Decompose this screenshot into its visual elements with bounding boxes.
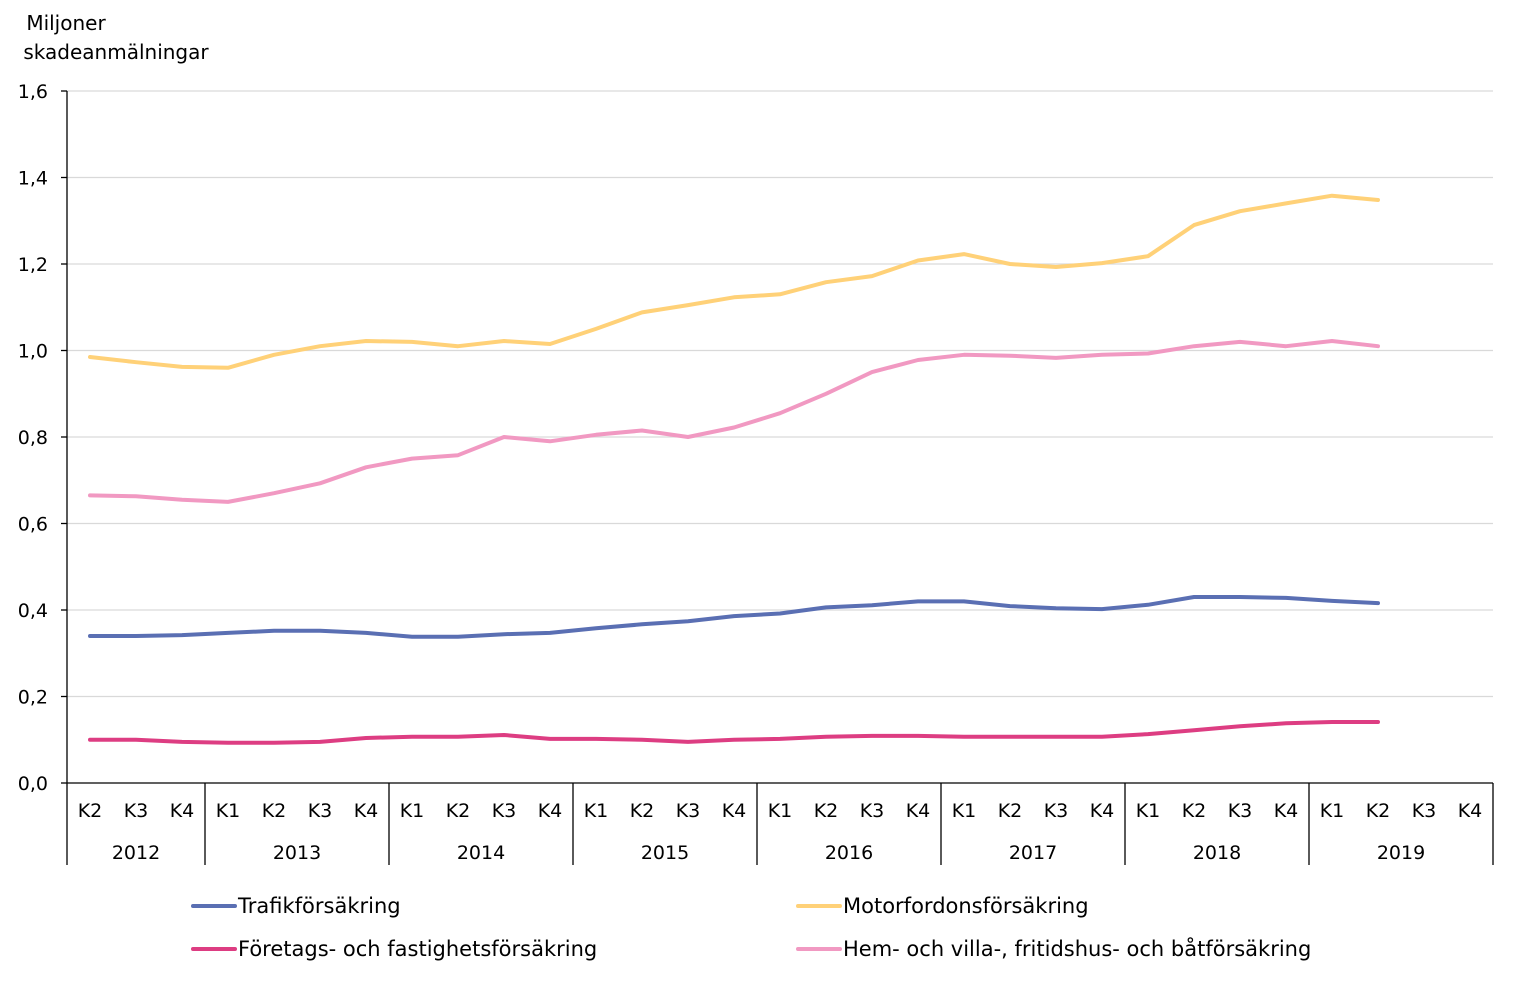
y-tick-label: 0,0 [18, 773, 48, 795]
x-tick-label-quarter: K3 [1412, 800, 1437, 822]
x-tick-label-quarter: K1 [584, 800, 609, 822]
y-axis-label-line-2: skadeanmälningar [23, 40, 209, 64]
x-tick-label-quarter: K3 [492, 800, 517, 822]
y-tick-label: 1,4 [18, 168, 48, 190]
x-tick-label-quarter: K2 [446, 800, 471, 822]
y-tick-label: 0,6 [18, 514, 48, 536]
x-tick-label-quarter: K4 [538, 800, 563, 822]
series-line [88, 339, 1380, 504]
x-tick-label-quarter: K4 [354, 800, 379, 822]
x-tick-label-quarter: K3 [124, 800, 149, 822]
legend-label: Trafikförsäkring [237, 894, 401, 918]
x-tick-label-quarter: K2 [262, 800, 287, 822]
legend-label: Företags- och fastighetsförsäkring [238, 937, 597, 961]
x-tick-label-quarter: K4 [170, 800, 195, 822]
legend: Trafikförsäkring Motorfordonsförsäkring Fö… [191, 894, 1311, 961]
x-tick-label-quarter: K4 [906, 800, 931, 822]
y-tick-label: 1,6 [18, 81, 48, 103]
x-tick-label-year: 2013 [273, 842, 321, 864]
x-tick-label-quarter: K3 [860, 800, 885, 822]
x-tick-label-year: 2019 [1377, 842, 1425, 864]
x-axis: K2 K3 K4 K1 K2 K3 K4 K1 K2 K3 K4 K1 K2 K3 K4 K1 K2 K3 K4 K1… [66, 783, 1494, 865]
x-tick-label-quarter: K1 [400, 800, 425, 822]
x-tick-label-year: 2018 [1193, 842, 1241, 864]
x-tick-label-quarter: K2 [998, 800, 1023, 822]
x-tick-label-quarter: K3 [308, 800, 333, 822]
x-tick-label-quarter: K3 [1228, 800, 1253, 822]
x-tick-label-quarter: K1 [1136, 800, 1161, 822]
axes [66, 91, 1493, 784]
y-tick-label: 1,0 [18, 341, 48, 363]
x-tick-label-quarter: K2 [814, 800, 839, 822]
x-tick-label-quarter: K4 [1458, 800, 1483, 822]
y-tick-label: 0,4 [18, 600, 48, 622]
y-tick-label: 0,2 [18, 687, 48, 709]
x-tick-label-quarter: K2 [78, 800, 103, 822]
x-tick-label-quarter: K4 [722, 800, 747, 822]
series-lines [88, 193, 1380, 745]
legend-label: Motorfordonsförsäkring [843, 894, 1089, 918]
x-tick-label-quarter: K4 [1274, 800, 1299, 822]
series-line [88, 193, 1380, 370]
x-tick-label-year: 2012 [112, 842, 160, 864]
gridlines [67, 90, 1493, 698]
series-line [88, 720, 1380, 745]
legend-label: Hem- och villa-, fritidshus- och båtförs… [843, 936, 1311, 961]
y-axis-label-line-1: Miljoner [26, 11, 106, 35]
x-tick-label-year: 2017 [1009, 842, 1057, 864]
x-tick-label-quarter: K1 [952, 800, 977, 822]
x-tick-label-quarter: K3 [676, 800, 701, 822]
y-tick-label: 0,8 [18, 427, 48, 449]
x-tick-label-quarter: K1 [768, 800, 793, 822]
x-tick-label-quarter: K2 [1182, 800, 1207, 822]
x-tick-label-year: 2016 [825, 842, 873, 864]
x-tick-label-quarter: K2 [1366, 800, 1391, 822]
x-tick-label-quarter: K1 [1320, 800, 1345, 822]
series-line [88, 595, 1380, 639]
x-tick-label-quarter: K1 [216, 800, 241, 822]
y-axis-ticks: 0,0 0,2 0,4 0,6 0,8 1,0 1,2 1,4 1,6 [18, 81, 67, 795]
x-tick-label-quarter: K2 [630, 800, 655, 822]
y-axis-label: Miljoner skadeanmälningar [23, 11, 209, 64]
x-tick-label-year: 2014 [457, 842, 505, 864]
x-tick-label-quarter: K3 [1044, 800, 1069, 822]
y-tick-label: 1,2 [18, 254, 48, 276]
x-tick-label-year: 2015 [641, 842, 689, 864]
x-tick-label-quarter: K4 [1090, 800, 1115, 822]
